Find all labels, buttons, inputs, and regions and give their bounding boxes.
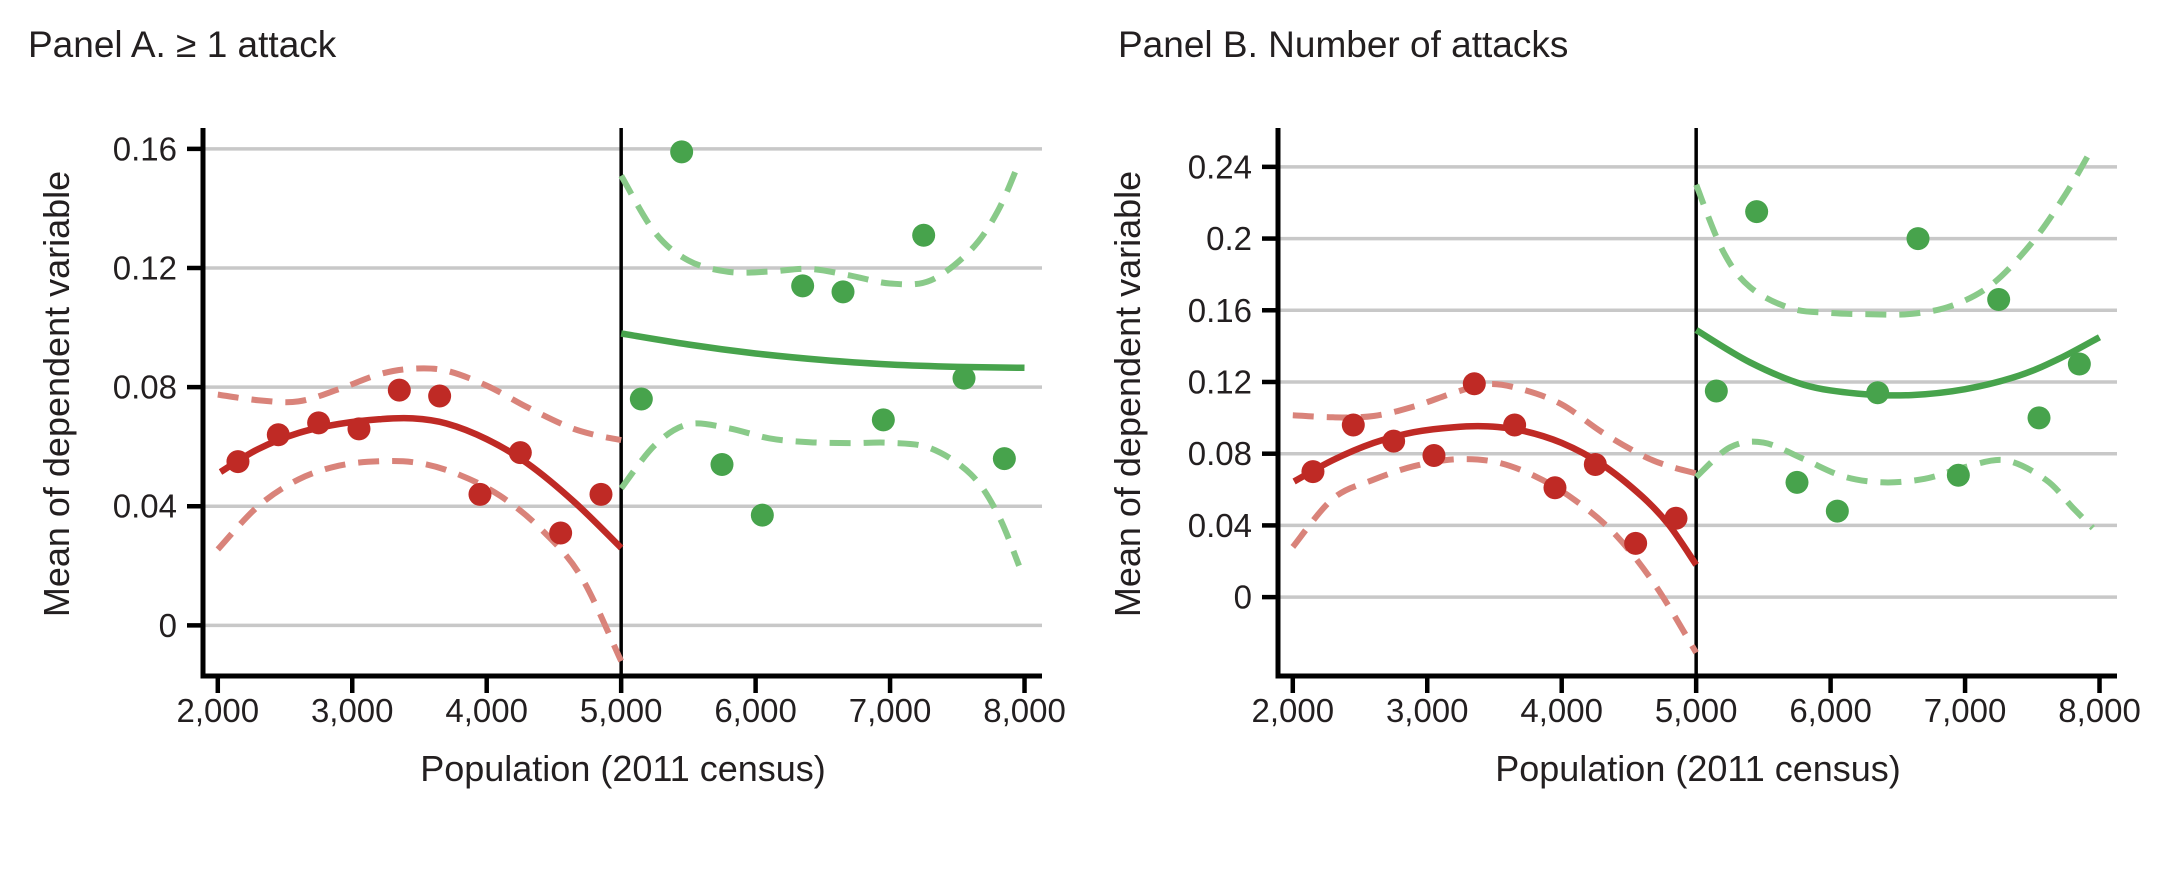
panel-b-y-tick-label: 0.2 (1206, 220, 1252, 257)
panel-a-title: Panel A. ≥ 1 attack (28, 24, 337, 65)
panel-a-below-point (307, 411, 331, 435)
panel-b-above-fit-curve (1694, 327, 2102, 399)
panel-b-title: Panel B. Number of attacks (1118, 24, 1569, 65)
panel-b-above-point (1906, 227, 1930, 251)
panel-a-above-point (831, 280, 855, 304)
panel-a-below-point (226, 450, 250, 474)
panel-a-below-point (266, 423, 290, 447)
panel-a-y-tick-label: 0 (159, 607, 177, 644)
panel-b-above-ci-upper-curve (1693, 145, 2096, 318)
panel-b-above-point (1946, 463, 1970, 487)
panel-a-x-axis-label: Population (2011 census) (420, 748, 826, 789)
panel-b-below-point (1462, 372, 1486, 396)
panel-a-y-tick-label: 0.12 (113, 249, 177, 286)
panel-b-x-tick-label: 3,000 (1386, 692, 1469, 729)
panel-a-x-tick-label: 8,000 (983, 692, 1066, 729)
panel-a-y-tick-label: 0.16 (113, 130, 177, 167)
panel-b-below-point (1543, 476, 1567, 500)
panel-a-above-point (952, 366, 976, 390)
panel-b-below-point (1664, 506, 1688, 530)
panel-a-x-tick-label: 3,000 (311, 692, 394, 729)
panel-b-below-point (1624, 531, 1648, 555)
panel-a-above-point (871, 408, 895, 432)
panel-a-above-point (912, 223, 936, 247)
panel-a-below-point (387, 378, 411, 402)
panel-a-y-tick-label: 0.08 (113, 369, 177, 406)
panel-a-above-point (750, 503, 774, 527)
panel-a-above-point (629, 387, 653, 411)
panel-b-below-ci-upper-curve (1292, 381, 1697, 477)
panel-b-x-tick-label: 6,000 (1789, 692, 1872, 729)
panel-a-x-tick-label: 4,000 (445, 692, 528, 729)
panel-b-below-point (1422, 443, 1446, 467)
panel-a-below-point (549, 521, 573, 545)
panel-a-below-point (589, 482, 613, 506)
panel-b-x-tick-label: 4,000 (1520, 692, 1603, 729)
panel-b-x-tick-label: 5,000 (1655, 692, 1738, 729)
panel-b-above-point (1745, 200, 1769, 224)
panel-b-below-point (1301, 460, 1325, 484)
panel-b-below-point (1382, 429, 1406, 453)
panel-a-plot: 2,000 3,000 4,000 5,000 6,000 7,000 8,000 0 0.04… (113, 128, 1066, 729)
panel-b-above-point (2067, 352, 2091, 376)
panel-a-above-ci-lower-curve (618, 420, 1022, 567)
panel-b-x-axis-label: Population (2011 census) (1495, 748, 1901, 789)
panel-b-above-point (1866, 381, 1890, 405)
panel-a-above-point (670, 140, 694, 164)
panel-b-y-tick-label: 0.04 (1188, 507, 1252, 544)
panel-b-above-ci-lower-curve (1694, 438, 2095, 531)
panel-b-below-point (1583, 452, 1607, 476)
panel-a-above-ci-upper-curve (618, 161, 1022, 288)
panel-b-x-tick-label: 8,000 (2058, 692, 2141, 729)
panel-a-y-tick-label: 0.04 (113, 488, 177, 525)
panel-b-below-point (1341, 413, 1365, 437)
panel-a-above-point (791, 274, 815, 298)
panel-b-y-tick-label: 0.12 (1188, 363, 1252, 400)
panel-b-below-point (1503, 413, 1527, 437)
panel-b-y-tick-label: 0.08 (1188, 435, 1252, 472)
panel-a-below-point (347, 417, 371, 441)
panel-a-above-point (992, 447, 1016, 471)
panel-a-below-point (508, 441, 532, 465)
panel-b-above-point (1785, 470, 1809, 494)
panel-a-below-ci-upper-curve (217, 365, 622, 444)
panel-a-x-tick-label: 5,000 (580, 692, 663, 729)
panel-a-x-tick-label: 7,000 (849, 692, 932, 729)
panel-b-above-point (1987, 288, 2011, 312)
panel-b-y-axis-label: Mean of dependent variable (1107, 170, 1148, 618)
panel-b-y-tick-label: 0 (1234, 579, 1252, 616)
panel-b-y-tick-label: 0.24 (1188, 148, 1252, 185)
panel-b-above-point (1825, 499, 1849, 523)
panel-b-plot: 2,000 3,000 4,000 5,000 6,000 7,000 8,000 0 0.04… (1188, 128, 2141, 729)
panel-a-above-fit-curve (620, 330, 1025, 372)
panel-b-above-point (2027, 406, 2051, 430)
panel-a-below-point (468, 482, 492, 506)
panel-a-above-point (710, 453, 734, 477)
panel-b-x-tick-label: 7,000 (1924, 692, 2007, 729)
panel-b-y-tick-label: 0.16 (1188, 292, 1252, 329)
panel-a-below-point (428, 384, 452, 408)
panel-b-x-tick-label: 2,000 (1251, 692, 1334, 729)
panel-b-above-point (1704, 379, 1728, 403)
panel-a-y-axis-label: Mean of dependent variable (36, 170, 77, 618)
panel-a-x-tick-label: 6,000 (714, 692, 797, 729)
panel-a-x-tick-label: 2,000 (176, 692, 259, 729)
